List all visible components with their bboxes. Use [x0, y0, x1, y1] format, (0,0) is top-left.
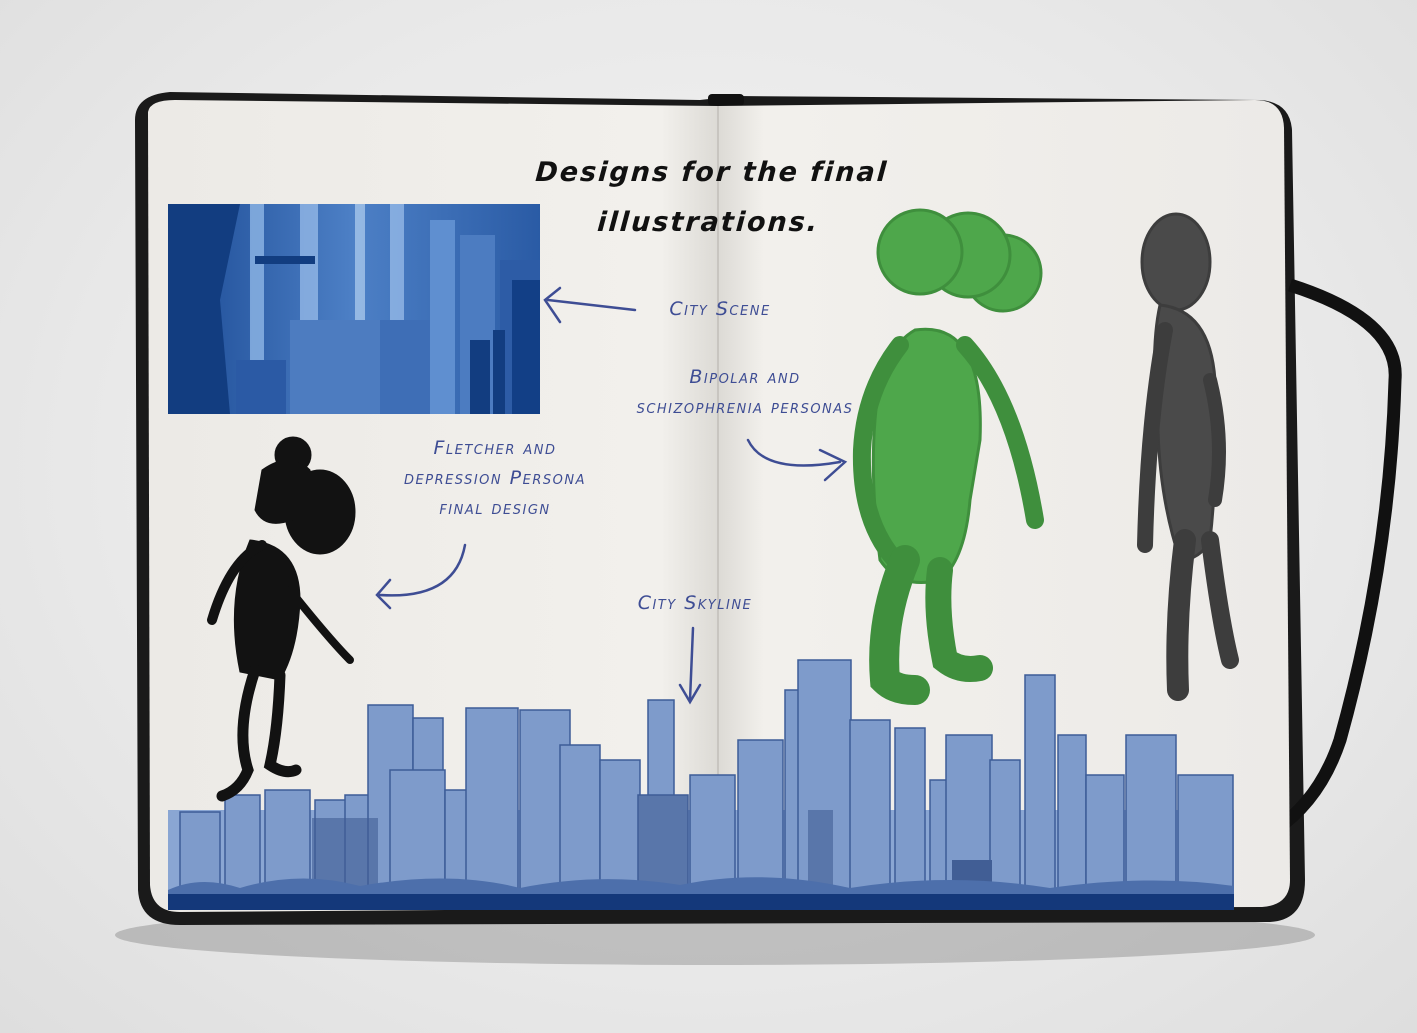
annotation-bipolar-line-1: Bipolar and	[689, 366, 801, 388]
arrow-fletcher-head	[375, 578, 392, 610]
arrow-skyline	[688, 626, 695, 702]
arrow-city-scene	[546, 298, 637, 312]
fletcher-depression-figure	[207, 436, 356, 802]
shadow-persona-figure	[1137, 212, 1239, 701]
page-title-line-1: Designs for the final	[534, 157, 890, 188]
city-scene-illustration	[168, 204, 540, 414]
arrow-bipolar-head	[818, 448, 848, 482]
annotation-fletcher-line-1: Fletcher and	[433, 437, 557, 459]
annotation-bipolar: Bipolar and schizophrenia personas	[610, 362, 880, 422]
annotation-city-skyline-text: City Skyline	[637, 592, 753, 614]
annotation-fletcher-line-2: depression Persona	[404, 467, 586, 489]
annotation-city-scene-text: City Scene	[669, 298, 771, 320]
right-page	[718, 100, 1290, 908]
annotation-city-skyline: City Skyline	[610, 588, 780, 618]
city-skyline-illustration	[168, 659, 1234, 910]
ribbon-top	[708, 94, 744, 106]
arrow-fletcher	[378, 543, 467, 597]
page-title: Designs for the final illustrations.	[437, 148, 984, 248]
annotation-city-scene: City Scene	[640, 294, 800, 324]
arrow-bipolar	[746, 438, 842, 467]
elastic-band	[1271, 278, 1402, 836]
arrow-skyline-head	[678, 683, 702, 705]
bipolar-schizophrenia-figure	[852, 208, 1044, 705]
annotation-fletcher-line-3: final design	[439, 497, 551, 519]
annotation-fletcher: Fletcher and depression Persona final de…	[360, 433, 630, 523]
arrow-city-scene-head	[543, 286, 562, 324]
page-title-line-2: illustrations.	[596, 207, 821, 238]
annotation-arrows	[375, 286, 848, 705]
annotation-bipolar-line-2: schizophrenia personas	[636, 396, 854, 418]
